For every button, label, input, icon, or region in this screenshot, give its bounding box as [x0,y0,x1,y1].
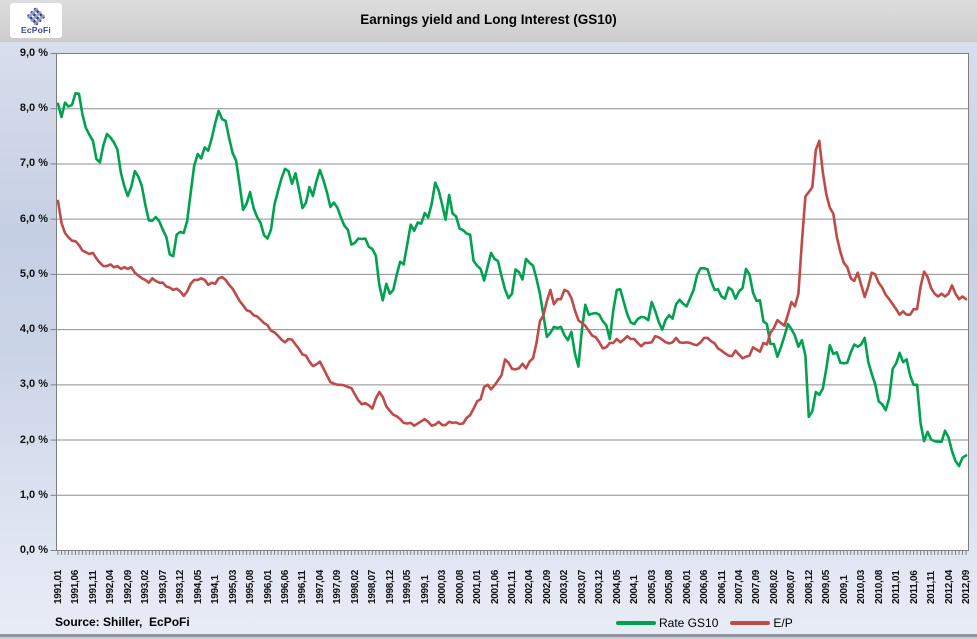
x-axis-label: 2002,09 [541,569,553,604]
x-axis-label: 2004,05 [611,569,623,604]
legend: Rate GS10 E/P [616,616,793,630]
x-axis-label: 2001,01 [472,569,484,604]
legend-label-rate-gs10: Rate GS10 [659,616,719,630]
rate-gs10-line [56,92,968,468]
x-axis-label: 1996,06 [280,569,291,604]
y-axis-label: 5,0 % [19,267,48,280]
x-axis-label: 2011,06 [908,570,920,605]
x-axis-label: 1997,09 [332,569,344,604]
x-axis-label: 1995,08 [245,569,257,604]
x-axis-label: 2006,06 [699,569,711,604]
x-axis-label: 2010,08 [873,569,885,604]
x-axis-label: 2005,03 [646,569,658,604]
legend-label-ep: E/P [773,616,793,630]
legend-item-ep: E/P [730,616,793,630]
y-axis-label: 3,0 % [19,378,48,391]
x-axis-label: 2011,11 [926,571,938,604]
x-axis-label: 2008,12 [803,569,815,604]
x-axis-label: 1994,1 [210,575,222,604]
x-axis-label: 1996,11 [297,570,309,605]
y-axis-label: 8,0 % [19,102,48,115]
x-axis-label: 2003,02 [559,569,571,604]
rate-gs10-line-swatch-icon [616,621,656,625]
y-axis-label: 4,0 % [19,323,48,336]
x-axis-label: 2000,08 [454,569,466,604]
x-axis-label: 2007,09 [751,569,763,604]
x-axis-label: 1994,05 [192,569,204,604]
x-axis-label: 1995,03 [227,569,239,604]
x-axis-label: 2002,04 [524,569,536,604]
x-axis-label: 2009,05 [821,569,833,604]
window-bottom-edge [0,634,977,639]
x-axis-label: 2001,06 [489,569,501,604]
x-axis-label: 2009,1 [838,575,850,604]
x-axis-label: 1997,04 [314,569,326,604]
x-axis-label: 1991,11 [87,570,99,605]
x-axis-label: 1996,01 [262,569,274,604]
x-axis-label: 2005,08 [664,569,676,604]
x-axis-label: 1992,04 [105,569,117,604]
x-axis-label: 2010,03 [856,569,868,604]
x-axis-label: 2004,1 [629,575,641,604]
y-axis-label: 6,0 % [19,212,48,225]
x-axis-label: 1998,07 [367,569,379,604]
x-axis-label: 2006,11 [716,570,728,605]
x-axis-label: 1998,12 [384,569,396,604]
x-axis-label: 1999,1 [419,575,431,604]
header-band: EcPoFi Earnings yield and Long Interest … [0,0,977,42]
x-axis-label: 1991,06 [70,569,82,604]
x-axis-label: 2006,01 [681,569,693,604]
x-axis-label: 1993,02 [140,569,152,604]
x-axis-label: 1993,07 [157,569,169,604]
y-axis-label: 7,0 % [19,157,48,170]
x-axis-label: 2011,01 [891,570,903,605]
x-axis-label: 2008,07 [786,569,798,604]
x-axis-label: 1993,12 [175,569,187,604]
x-axis-label: 2012,09 [961,569,972,604]
x-axis-label: 2012,04 [943,569,955,604]
x-axis-label: 1999,05 [402,569,414,604]
plot-border [56,53,969,551]
x-axis-label: 2007,04 [734,569,745,604]
y-axis-label: 9,0 % [19,47,48,59]
y-axis-label: 0,0 % [19,544,48,556]
x-axis-label: 1992,09 [122,569,134,604]
ecpofi-knot-icon [27,7,45,25]
x-axis-label: 2000,03 [437,569,449,604]
ep-line [56,139,968,428]
x-axis-label: 1991,01 [53,569,64,604]
ecpofi-logo: EcPoFi [10,3,62,38]
source-label: Source: Shiller, EcPoFi [55,615,190,629]
plot-background [56,53,969,551]
x-axis-label: 2001,11 [507,570,518,605]
ep-line-swatch-icon [730,621,771,625]
ecpofi-logo-text: EcPoFi [20,24,51,35]
x-axis-label: 2003,07 [576,569,588,604]
chart-title: Earnings yield and Long Interest (GS10) [360,12,617,27]
x-axis-label: 1998,02 [349,569,361,604]
y-axis-label: 1,0 % [19,488,48,501]
x-axis-label: 2008,02 [768,569,780,604]
x-axis-label: 2003,12 [594,569,606,604]
legend-item-rate-gs10: Rate GS10 [616,616,718,630]
y-axis-label: 2,0 % [19,433,48,446]
